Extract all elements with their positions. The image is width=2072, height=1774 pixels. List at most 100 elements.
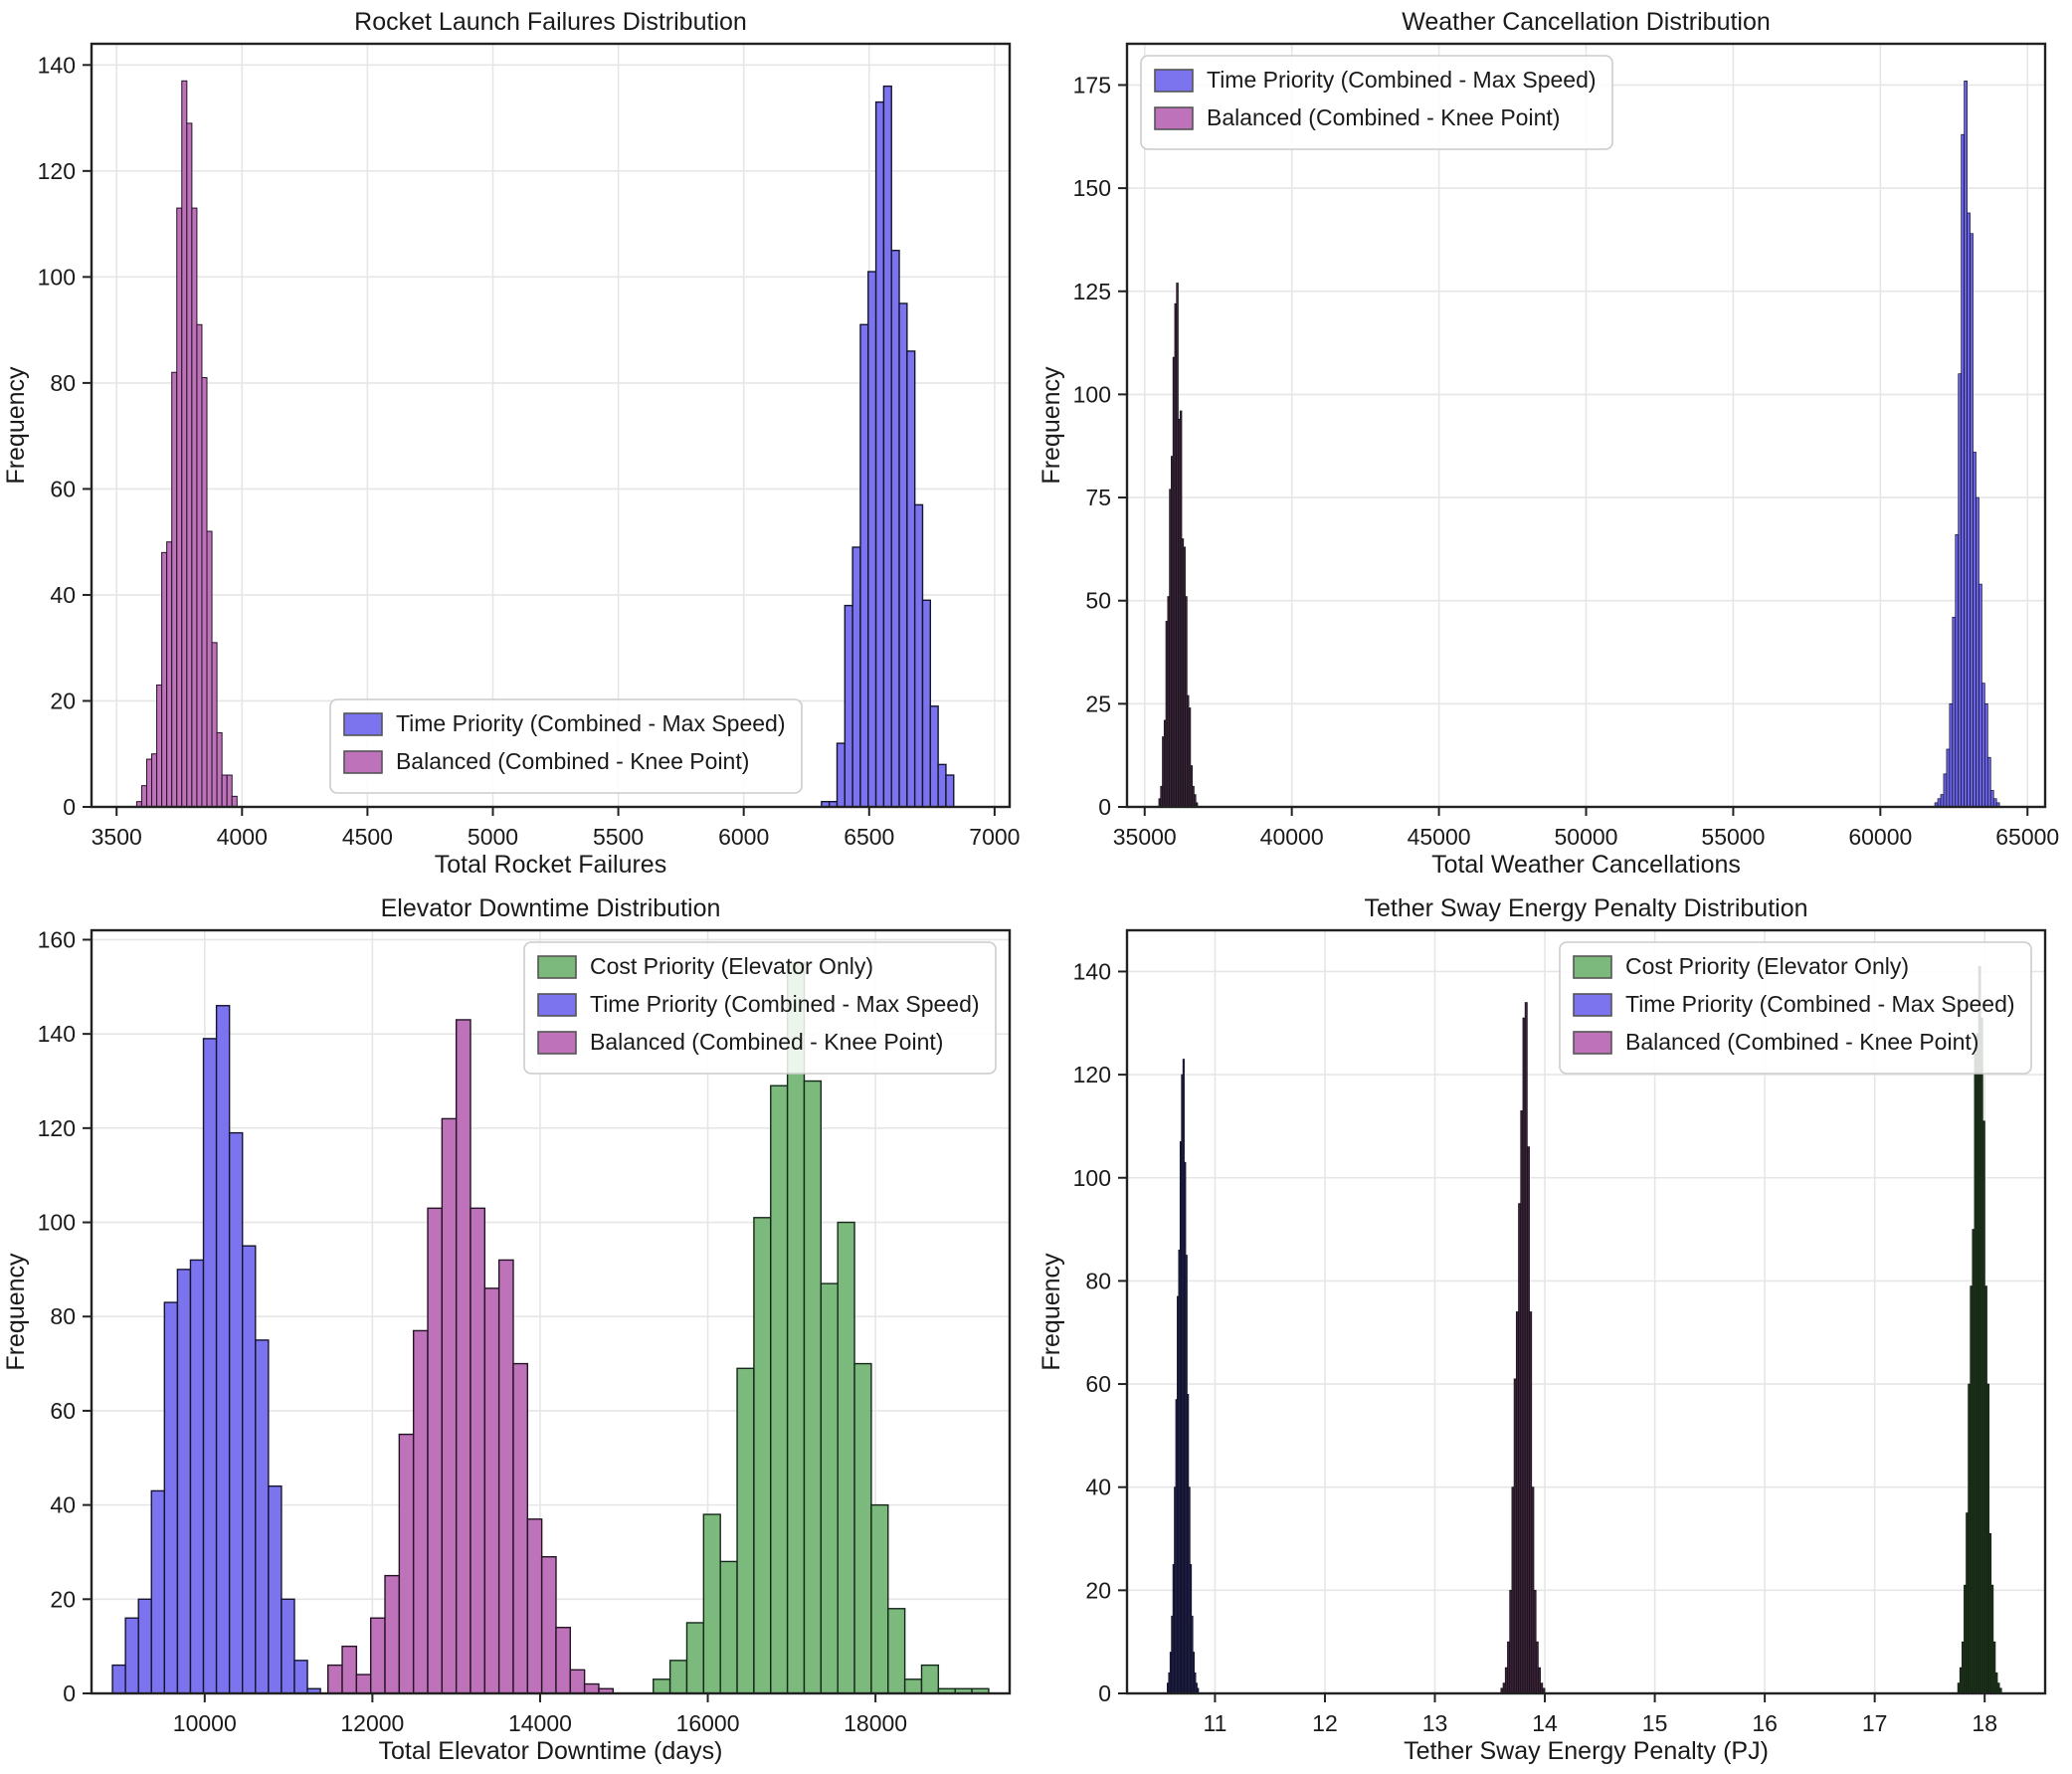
histogram-bar: [1992, 798, 1997, 808]
x-tick-label: 6000: [718, 824, 769, 850]
y-tick-label: 160: [38, 926, 76, 952]
chart-svg-weather-cancellation: 35000 40000 45000 50000 55000 60000 65000 0 25 50…: [1036, 0, 2071, 887]
histogram-bar: [1981, 683, 1985, 808]
histogram-bar: [736, 1367, 755, 1694]
legend-swatch: [537, 955, 577, 979]
legend-entry: Balanced (Combined - Knee Point): [537, 1029, 943, 1055]
histogram-bar: [166, 541, 173, 808]
x-tick-label: 12: [1312, 1710, 1338, 1736]
histogram-bar: [668, 1660, 688, 1694]
chart-svg-rocket-launch-failures: 3500 4000 4500 5000 5500 6000 6500 7000 0 20 40 60 8…: [0, 0, 1036, 887]
histogram-bar: [228, 1131, 244, 1694]
histogram-bar: [890, 250, 900, 808]
legend-entry: Time Priority (Combined - Max Speed): [537, 991, 980, 1017]
gridlines: [92, 44, 1010, 808]
chart-title: Weather Cancellation Distribution: [1402, 8, 1771, 36]
chart-panel-elevator-downtime: 10000 12000 14000 16000 18000 0 20 40 60 80 100 120…: [0, 887, 1036, 1774]
histogram-bar: [369, 1617, 386, 1694]
axes-spines: [90, 928, 1012, 1695]
histogram-bar: [685, 1622, 705, 1694]
chart-title: Tether Sway Energy Penalty Distribution: [1364, 894, 1807, 922]
histogram-bar: [1943, 773, 1948, 808]
x-axis-label: Tether Sway Energy Penalty (PJ): [1404, 1737, 1769, 1765]
y-tick-label: 140: [38, 52, 76, 78]
histogram-bar: [803, 1080, 823, 1694]
histogram-bar: [161, 551, 168, 808]
histogram-bar: [455, 1019, 471, 1694]
y-tick-label: 0: [1098, 794, 1111, 820]
axes-spines: [1125, 928, 2047, 1695]
series-time-priority-combined-max-speed: [111, 1005, 321, 1694]
y-tick-label: 80: [1085, 1268, 1111, 1293]
x-tick-label: 5000: [468, 824, 518, 850]
histogram-bar: [355, 1674, 372, 1694]
histogram-bar: [176, 1269, 192, 1694]
x-tick-label: 65000: [1995, 824, 2059, 850]
legend-label: Time Priority (Combined - Max Speed): [396, 710, 786, 736]
histogram-bar: [1949, 703, 1954, 808]
legend-swatch: [1573, 993, 1612, 1017]
y-tick-label: 40: [50, 1492, 76, 1518]
chart-svg-elevator-downtime: 10000 12000 14000 16000 18000 0 20 40 60 80 100 120…: [0, 887, 1036, 1773]
histogram-bar: [512, 1362, 529, 1694]
axes-spines: [1125, 42, 2047, 809]
x-tick-label: 10000: [173, 1710, 237, 1736]
histogram-bar: [189, 1259, 205, 1694]
histogram-bar: [945, 774, 955, 808]
legend-swatch: [537, 1031, 577, 1055]
histogram-bar: [1937, 798, 1942, 808]
histogram-bar: [753, 1217, 772, 1694]
histogram-bar: [398, 1433, 415, 1694]
histogram-bar: [1958, 373, 1963, 808]
legend-label: Balanced (Combined - Knee Point): [590, 1029, 943, 1055]
histogram-bar: [151, 753, 158, 808]
chart-svg-tether-sway-energy-penalty: 11 12 13 14 15 16 17 18 0 20 40 60 80 100 120 140 Tether…: [1036, 887, 2071, 1773]
histogram-bar: [1961, 133, 1965, 808]
legend-swatch: [343, 712, 383, 736]
histogram-bar: [859, 323, 869, 808]
series-balanced-combined-knee-point: [1158, 283, 1199, 808]
x-tick-label: 35000: [1113, 824, 1177, 850]
histogram-bar: [837, 1221, 855, 1694]
histogram-bar: [242, 1245, 257, 1694]
x-tick-label: 60000: [1848, 824, 1912, 850]
histogram-bar: [526, 1518, 543, 1694]
legend-entry: Balanced (Combined - Knee Point): [1154, 104, 1560, 130]
chart-title: Elevator Downtime Distribution: [381, 894, 721, 922]
histogram-bar: [1964, 80, 1968, 808]
legend-label: Time Priority (Combined - Max Speed): [1625, 991, 2015, 1017]
y-tick-label: 20: [1085, 1577, 1111, 1603]
x-tick-label: 13: [1422, 1710, 1448, 1736]
histogram-bar: [140, 785, 147, 808]
histogram-bar: [1984, 703, 1988, 808]
legend-swatch: [537, 993, 577, 1017]
histogram-bar: [929, 705, 939, 808]
histogram-bar: [906, 350, 916, 808]
y-tick-label: 0: [1098, 1680, 1111, 1706]
histogram-bar: [1970, 233, 1974, 808]
histogram-bar: [903, 1678, 923, 1694]
chart-panel-tether-sway-energy-penalty: 11 12 13 14 15 16 17 18 0 20 40 60 80 100 120 140 Tether…: [1036, 887, 2072, 1774]
y-tick-label: 60: [50, 476, 76, 501]
histogram-bar: [1955, 534, 1960, 808]
histogram-bar: [412, 1329, 429, 1694]
histogram-bar: [921, 599, 932, 808]
histogram-bar: [702, 1513, 721, 1694]
legend-label: Time Priority (Combined - Max Speed): [590, 991, 980, 1017]
x-axis-label: Total Rocket Failures: [435, 851, 666, 879]
histogram-bar: [874, 100, 885, 808]
histogram-bar: [1940, 794, 1945, 808]
histogram-bar: [341, 1645, 358, 1694]
legend-box: [329, 698, 803, 794]
histogram-bar: [268, 1484, 283, 1694]
y-tick-label: 20: [50, 1586, 76, 1612]
histogram-bar: [540, 1555, 557, 1694]
series-balanced-combined-knee-point: [135, 80, 238, 808]
x-tick-label: 40000: [1260, 824, 1324, 850]
histogram-bar: [156, 684, 163, 808]
series-time-priority-combined-max-speed: [1934, 80, 2000, 808]
y-tick-label: 0: [63, 1680, 76, 1706]
x-tick-label: 14: [1532, 1710, 1558, 1736]
histogram-bar: [770, 1084, 789, 1694]
